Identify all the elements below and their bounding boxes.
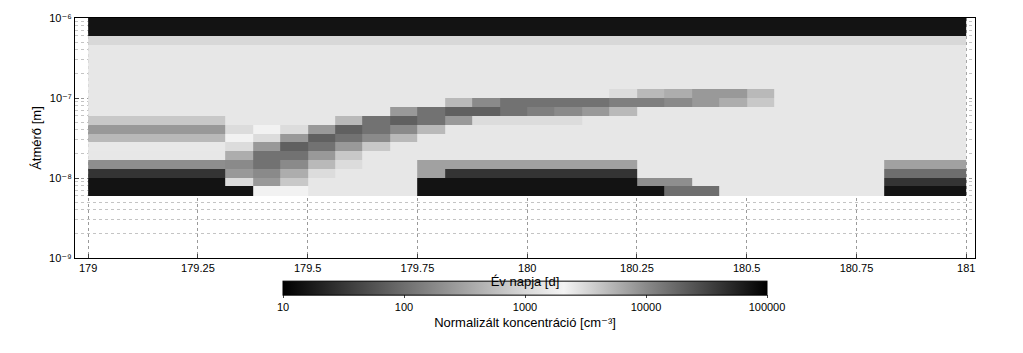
svg-text:10: 10 [277,301,289,313]
svg-text:10⁻⁹: 10⁻⁹ [49,252,72,264]
svg-text:179.5: 179.5 [294,262,322,274]
svg-text:Normalizált koncentráció [cm⁻³: Normalizált koncentráció [cm⁻³] [434,315,616,330]
svg-text:181: 181 [957,262,975,274]
svg-text:180.5: 180.5 [733,262,761,274]
svg-text:179.75: 179.75 [401,262,435,274]
svg-text:100000: 100000 [749,301,786,313]
svg-text:180: 180 [518,262,536,274]
svg-text:100: 100 [395,301,413,313]
svg-text:10⁻⁷: 10⁻⁷ [50,92,72,104]
svg-text:Átmérő [m]: Átmérő [m] [29,106,44,170]
svg-text:179.25: 179.25 [181,262,215,274]
svg-text:180.25: 180.25 [620,262,654,274]
svg-text:1000: 1000 [513,301,537,313]
svg-text:Év napja [d]: Év napja [d] [491,274,560,289]
svg-text:180.75: 180.75 [840,262,874,274]
svg-text:10000: 10000 [631,301,662,313]
svg-text:10⁻⁸: 10⁻⁸ [49,172,72,184]
svg-text:179: 179 [79,262,97,274]
svg-text:10⁻⁶: 10⁻⁶ [49,12,72,24]
